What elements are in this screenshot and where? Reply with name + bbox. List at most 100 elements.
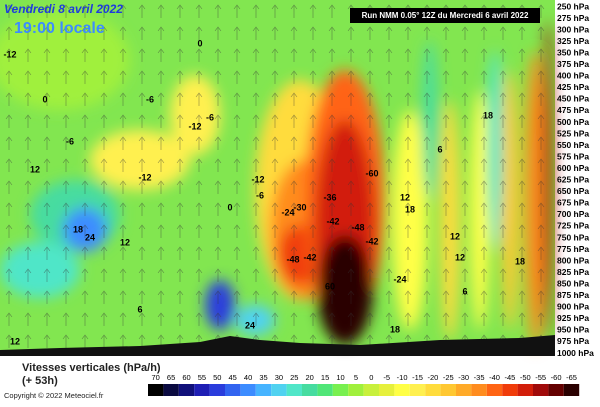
scale-swatch [286,384,302,396]
contour-label: -30 [293,202,306,212]
pressure-label: 875 hPa [557,290,589,300]
scale-label: -25 [443,373,454,382]
scale-label: 20 [306,373,314,382]
scale-swatch [209,384,225,396]
scale-swatch [471,384,487,396]
copyright: Copyright © 2022 Meteociel.fr [4,391,104,400]
pressure-label: 975 hPa [557,336,589,346]
pressure-label: 325 hPa [557,36,589,46]
pressure-label: 475 hPa [557,105,589,115]
scale-label: -20 [427,373,438,382]
pressure-label: 925 hPa [557,313,589,323]
contour-label: 18 [390,324,400,334]
contour-label: -42 [326,216,339,226]
scale-label: -50 [520,373,531,382]
contour-label: -12 [188,121,201,131]
contour-label: -36 [323,192,336,202]
contour-label: 18 [73,224,83,234]
scale-swatch [533,384,549,396]
scale-label: 5 [354,373,358,382]
legend-title: Vitesses verticales (hPa/h) [22,362,161,374]
contour-label: -12 [251,174,264,184]
scale-label: -45 [504,373,515,382]
scale-swatch [225,384,241,396]
scale-swatch [317,384,333,396]
scale-label: -40 [489,373,500,382]
pressure-label: 775 hPa [557,244,589,254]
scale-swatch [302,384,318,396]
scale-label: -55 [535,373,546,382]
contour-label: 18 [483,110,493,120]
scale-swatch [332,384,349,396]
contour-label: 12 [450,231,460,241]
contour-label: 12 [10,336,20,346]
pressure-label: 400 hPa [557,71,589,81]
contour-label: 60 [325,281,335,291]
contour-label: -42 [365,236,378,246]
scale-swatch [548,384,564,396]
scale-label: 35 [259,373,267,382]
legend-subtitle: (+ 53h) [22,375,58,387]
scale-swatch [148,384,164,396]
pressure-label: 700 hPa [557,209,589,219]
pressure-label: 575 hPa [557,151,589,161]
scale-label: 45 [229,373,237,382]
pressure-label: 550 hPa [557,140,589,150]
contour-label: 18 [515,256,525,266]
contour-label: -42 [303,252,316,262]
scale-label: 10 [336,373,344,382]
contour-label: 24 [85,232,95,242]
scale-label: 50 [213,373,221,382]
pressure-label: 725 hPa [557,221,589,231]
pressure-label: 350 hPa [557,47,589,57]
scale-swatch [563,384,580,396]
scale-swatch [440,384,456,396]
scale-label: -65 [566,373,577,382]
pressure-label: 525 hPa [557,128,589,138]
scale-label: -60 [551,373,562,382]
field [0,0,555,356]
scale-label: 0 [369,373,373,382]
time: 19:00 locale [14,20,105,37]
contour-label: 18 [405,204,415,214]
scale-label: 15 [321,373,329,382]
pressure-label: 600 hPa [557,163,589,173]
scale-label: 70 [152,373,160,382]
scale-swatch [425,384,441,396]
contour-label: 6 [437,144,442,154]
scale-label: -35 [474,373,485,382]
scale-swatch [502,384,518,396]
contour-label: 0 [197,38,202,48]
contour-label: -60 [365,168,378,178]
contour-label: -6 [66,136,74,146]
pressure-label: 425 hPa [557,82,589,92]
pressure-label: 900 hPa [557,302,589,312]
contour-label: 0 [227,202,232,212]
contour-label: 6 [137,304,142,314]
contour-label: -12 [3,49,16,59]
scale-label: 60 [182,373,190,382]
scale-label: 30 [275,373,283,382]
scale-swatch [194,384,210,396]
pressure-label: 825 hPa [557,267,589,277]
pressure-label: 250 hPa [557,1,589,11]
contour-label: -6 [206,112,214,122]
scale-label: -30 [458,373,469,382]
scale-swatch [394,384,410,396]
scale-swatch [486,384,503,396]
scale-label: -10 [397,373,408,382]
pressure-label: 750 hPa [557,232,589,242]
scale-swatch [379,384,395,396]
contour-label: 12 [30,164,40,174]
scale-swatch [271,384,287,396]
pressure-label: 1000 hPa [557,348,594,358]
contour-label: 12 [400,192,410,202]
pressure-label: 450 hPa [557,94,589,104]
scale-swatch [517,384,533,396]
scale-swatch [363,384,379,396]
contour-label: -48 [286,254,299,264]
scale-label: -15 [412,373,423,382]
pressure-label: 375 hPa [557,59,589,69]
